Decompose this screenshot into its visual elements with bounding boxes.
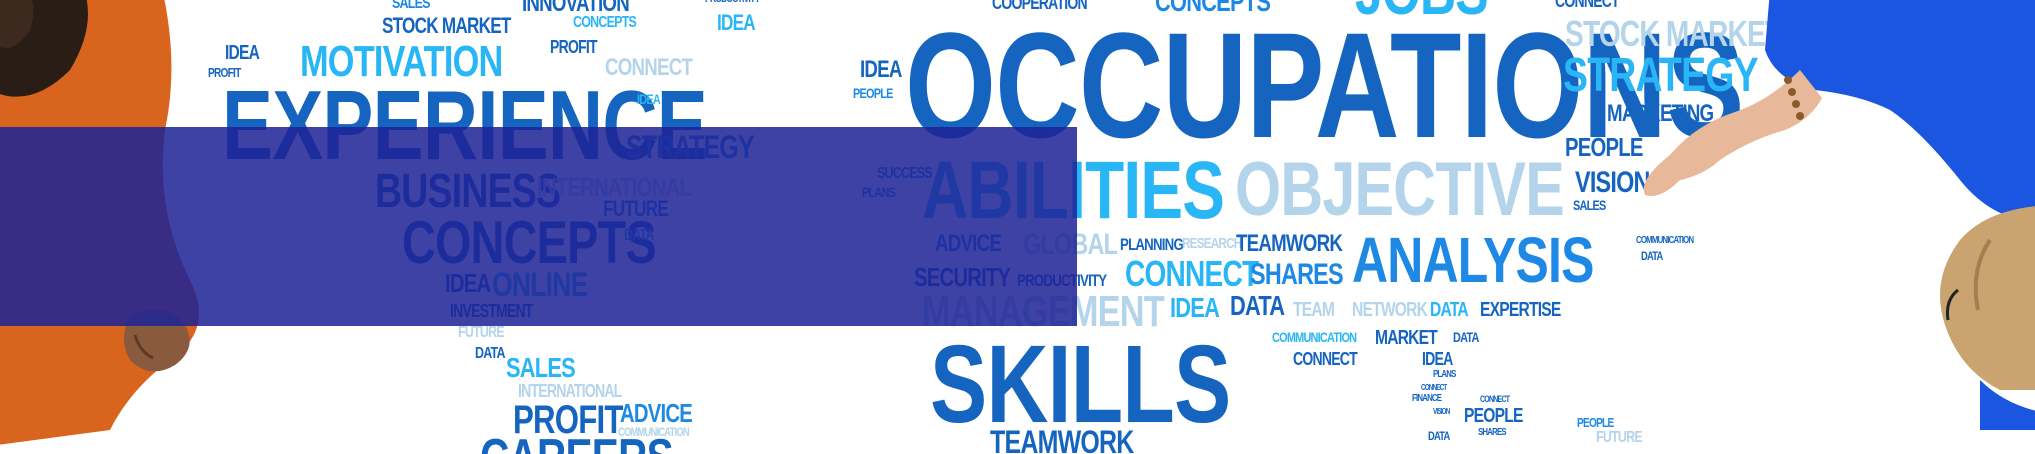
word: EXPERTISE <box>1480 299 1561 321</box>
word: PLANS <box>1433 369 1456 380</box>
word: DATA <box>1230 290 1285 321</box>
word: INNOVATION <box>522 0 630 17</box>
word: NETWORK <box>1352 299 1428 321</box>
word: PRODUCTIVITY <box>705 0 760 5</box>
word: COMMUNICATION <box>1272 329 1357 345</box>
word: MARKETING <box>1607 100 1714 127</box>
word: PLANNING <box>1120 235 1184 254</box>
word: PEOPLE <box>1565 132 1643 162</box>
word: VISION <box>1575 166 1650 199</box>
word: RESEARCH <box>1182 235 1242 252</box>
word: PROFIT <box>550 37 598 57</box>
person-right <box>1643 0 2035 430</box>
word: MARKET <box>1375 327 1438 349</box>
word: CONNECT <box>605 54 693 81</box>
word: CONCEPTS <box>1155 0 1271 17</box>
word: SHARES <box>1478 427 1507 438</box>
word: PEOPLE <box>853 85 893 101</box>
word: TEAM <box>1293 299 1335 321</box>
word: STOCK MARKET <box>382 13 511 38</box>
word: SHARES <box>1250 258 1344 291</box>
word: DATA <box>1453 329 1479 345</box>
word: IDEA <box>1422 349 1453 369</box>
word: DATA <box>1430 299 1469 321</box>
word: IDEA <box>225 42 260 64</box>
word: COMMUNICATION <box>1636 235 1694 246</box>
word: DATA <box>1641 249 1663 263</box>
word: DATA <box>1428 429 1450 443</box>
word: ADVICE <box>620 398 693 428</box>
word: ANALYSIS <box>1352 224 1594 296</box>
word: PROFIT <box>208 65 241 80</box>
word: SALES <box>1573 197 1606 213</box>
word: CONNECT <box>1293 349 1358 369</box>
word: PROFIT <box>513 398 624 442</box>
word: FUTURE <box>1596 429 1643 446</box>
word: IDEA <box>637 91 661 107</box>
blue-overlay-band <box>0 127 1077 326</box>
word: TEAMWORK <box>1236 230 1343 257</box>
word: COMMUNICATION <box>618 425 690 439</box>
word: IDEA <box>717 10 756 35</box>
word: PEOPLE <box>1577 415 1614 430</box>
word: VISION <box>1433 407 1450 416</box>
word: CONNECT <box>1125 253 1259 294</box>
word: STRATEGY <box>1563 49 1759 102</box>
word: INTERNATIONAL <box>518 381 622 401</box>
word: SALES <box>392 0 430 12</box>
word: IDEA <box>1170 292 1220 323</box>
word: CAREERS <box>480 432 674 454</box>
word: CONNECT <box>1555 0 1620 11</box>
word: CONNECT <box>1480 394 1510 404</box>
word: PEOPLE <box>1464 405 1523 427</box>
word: CONNECT <box>1421 383 1447 392</box>
word: DATA <box>475 345 505 362</box>
word: COOPERATION <box>992 0 1088 13</box>
word: IDEA <box>860 56 902 83</box>
word: STOCK MARKET <box>1565 13 1782 54</box>
word: SKILLS <box>930 323 1231 446</box>
word: MOTIVATION <box>300 37 503 86</box>
word: CONCEPTS <box>573 14 637 31</box>
word: FINANCE <box>1412 393 1442 404</box>
word: JOBS <box>1355 0 1489 24</box>
word: FUTURE <box>458 324 505 341</box>
word: TEAMWORK <box>990 424 1134 454</box>
word: OBJECTIVE <box>1235 147 1565 232</box>
word: SALES <box>506 352 576 383</box>
